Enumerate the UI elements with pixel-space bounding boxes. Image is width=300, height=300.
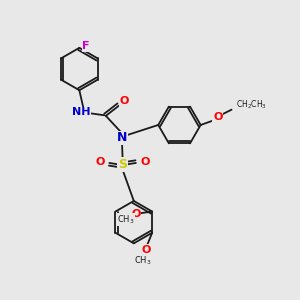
Text: N: N (117, 131, 127, 144)
Text: O: O (140, 158, 149, 167)
Text: O: O (96, 158, 105, 167)
Text: S: S (118, 158, 127, 171)
Text: F: F (82, 41, 90, 51)
Text: NH: NH (72, 107, 90, 117)
Text: O: O (119, 96, 129, 106)
Text: O: O (213, 112, 222, 122)
Text: CH$_3$: CH$_3$ (117, 214, 134, 226)
Text: CH$_3$: CH$_3$ (134, 254, 152, 267)
Text: O: O (141, 244, 150, 254)
Text: O: O (131, 209, 141, 220)
Text: CH$_2$CH$_3$: CH$_2$CH$_3$ (236, 98, 267, 111)
